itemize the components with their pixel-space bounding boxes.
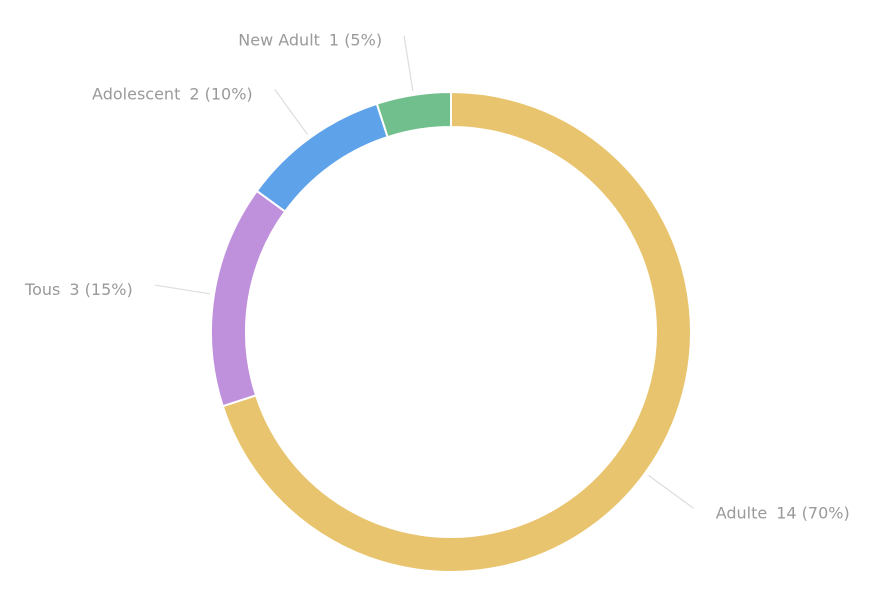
slice-label: Tous 3 (15%) bbox=[24, 280, 133, 299]
slice-label: New Adult 1 (5%) bbox=[238, 30, 382, 49]
slice-name: Tous bbox=[24, 280, 60, 299]
slice-value: 3 (15%) bbox=[69, 280, 132, 299]
slice-label: Adulte 14 (70%) bbox=[716, 503, 850, 522]
leader-line bbox=[274, 88, 309, 135]
leader-line bbox=[403, 35, 414, 92]
leader-line bbox=[648, 474, 695, 509]
slice-label: Adolescent 2 (10%) bbox=[92, 84, 253, 103]
donut-slice bbox=[375, 90, 452, 139]
donut-slice bbox=[221, 90, 692, 573]
donut-slice bbox=[210, 189, 287, 408]
slice-name: Adolescent bbox=[92, 84, 180, 103]
slice-value: 2 (10%) bbox=[189, 84, 252, 103]
leader-line bbox=[154, 284, 211, 295]
slice-name: Adulte bbox=[716, 503, 768, 522]
slice-value: 14 (70%) bbox=[776, 503, 850, 522]
slice-value: 1 (5%) bbox=[329, 30, 382, 49]
slice-name: New Adult bbox=[238, 30, 320, 49]
donut-slice bbox=[255, 102, 389, 213]
